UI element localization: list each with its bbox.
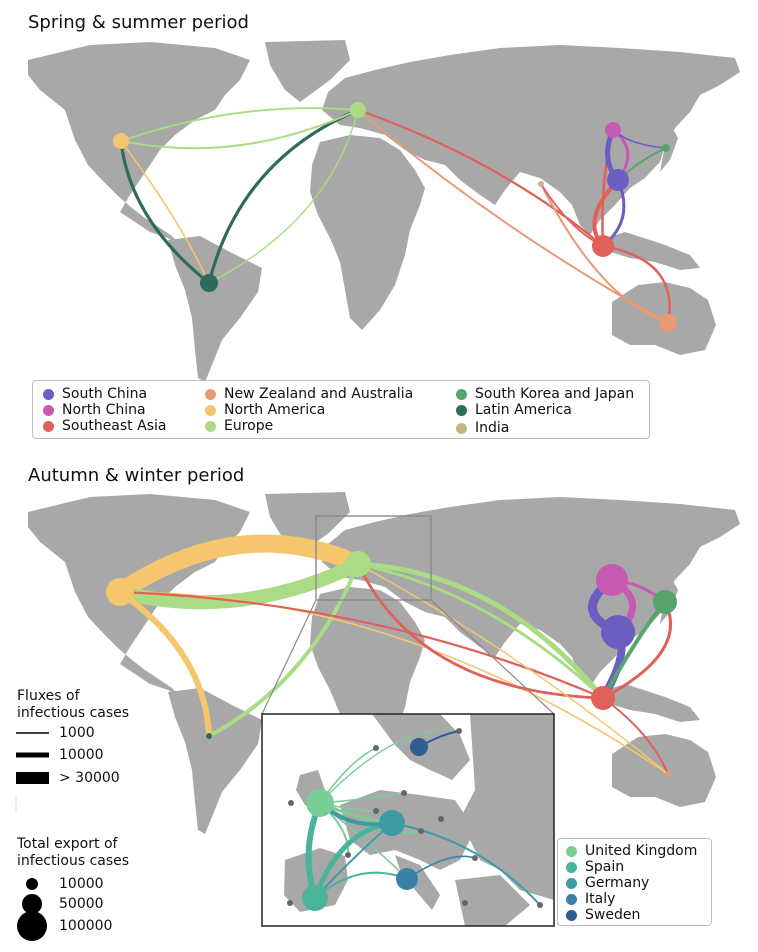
europe-dot	[205, 420, 216, 432]
flux-europe-seasia	[357, 561, 605, 700]
region-legend-item: North America	[205, 402, 325, 418]
node-north-america	[113, 133, 129, 149]
flux-northamerica-latin	[120, 140, 210, 284]
flux-latin-northamerica	[119, 140, 210, 285]
region-legend-item: South China	[43, 386, 147, 402]
inset-node-germany	[379, 810, 405, 836]
inset-balkans	[455, 875, 530, 926]
flux-legend-1000: 1000	[59, 725, 95, 741]
region-legend-item: Southeast Asia	[43, 418, 166, 434]
korea-japan-dot	[456, 388, 467, 400]
node-korea-japan	[653, 590, 677, 614]
zoom-box	[315, 515, 432, 601]
country-legend-item: Sweden	[566, 907, 640, 923]
node-india	[538, 181, 544, 187]
spain-dot	[566, 861, 577, 873]
north-america-dot	[205, 404, 216, 416]
export-legend-circles	[17, 878, 47, 941]
flux-na-europe-thick	[115, 534, 362, 600]
node-australia	[665, 771, 671, 777]
region-legend-item: Latin America	[456, 402, 572, 418]
flux-europe-seasia-3	[356, 563, 604, 700]
node-europe	[350, 102, 366, 118]
inset-node-uk	[306, 789, 334, 817]
country-legend-item: United Kingdom	[566, 843, 697, 859]
region-legend-item: South Korea and Japan	[456, 386, 634, 402]
flux-legend-lines	[15, 732, 49, 812]
uk-dot	[566, 845, 577, 857]
node-latin-america	[200, 274, 218, 292]
node-southeast-asia	[592, 235, 614, 257]
inset-node-sweden	[410, 738, 428, 756]
export-legend-50000: 50000	[59, 896, 104, 912]
inset-east-europe	[462, 714, 554, 900]
spring-map	[28, 40, 740, 382]
inset-node-spain	[302, 885, 328, 911]
southeast-asia-dot	[43, 420, 54, 432]
node-australia	[659, 314, 677, 332]
flux-europe-northamerica	[120, 107, 359, 142]
spring-nodes	[113, 102, 677, 332]
flux-na-latin	[118, 589, 212, 737]
flux-europe-latin	[208, 563, 360, 738]
germany-dot	[566, 877, 577, 889]
region-legend-item: Europe	[205, 418, 273, 434]
node-north-china	[596, 564, 628, 596]
flux-legend-30000: > 30000	[59, 770, 120, 786]
zoom-connector-left	[261, 599, 317, 715]
south-china-dot	[43, 388, 54, 400]
flux-europe-seasia-2	[357, 562, 605, 700]
country-legend: United Kingdom Spain Germany Italy Swede…	[557, 838, 712, 926]
flux-seasia-australia	[602, 244, 671, 324]
region-legend-item: New Zealand and Australia	[205, 386, 413, 402]
italy-dot	[566, 893, 577, 905]
export-legend-10000: 10000	[59, 876, 104, 892]
autumn-map	[28, 492, 740, 834]
flux-latin-europe	[207, 108, 359, 284]
node-south-china	[601, 615, 635, 649]
zoom-connector-right	[430, 599, 555, 715]
autumn-title: Autumn & winter period	[28, 465, 245, 486]
inset-minor-nodes	[287, 728, 543, 908]
node-north-china	[605, 122, 621, 138]
inset-border	[261, 713, 555, 927]
autumn-nodes	[106, 551, 677, 777]
india-dot	[456, 422, 467, 434]
flux-seasia-australia	[602, 697, 669, 775]
flux-europe-seasia	[357, 108, 604, 247]
node-latin-america	[206, 733, 212, 739]
inset-node-italy	[396, 868, 418, 890]
flux-europe-latin	[208, 109, 359, 284]
export-legend-title: Total export of infectious cases	[17, 836, 130, 869]
node-southeast-asia	[591, 686, 615, 710]
country-legend-item: Italy	[566, 891, 615, 907]
flux-na-seasia	[119, 590, 604, 700]
flux-legend-10000: 10000	[59, 747, 104, 763]
europe-inset	[261, 713, 555, 927]
flux-india-australia	[540, 183, 669, 324]
flux-na-australia	[119, 591, 669, 775]
spring-title: Spring & summer period	[28, 12, 249, 33]
flux-northamerica-europe	[120, 109, 359, 150]
flux-legend-title: Fluxes of infectious cases	[17, 688, 130, 721]
sweden-dot	[566, 909, 577, 921]
country-legend-item: Spain	[566, 859, 624, 875]
north-china-dot	[43, 404, 54, 416]
node-europe	[345, 551, 371, 577]
nz-australia-dot	[205, 388, 216, 400]
region-legend-item: North China	[43, 402, 146, 418]
flux-europe-australia	[357, 563, 669, 775]
node-north-america	[106, 578, 134, 606]
export-legend-100000: 100000	[59, 918, 113, 934]
region-legend: South China North China Southeast Asia N…	[32, 380, 650, 439]
latin-america-dot	[456, 404, 467, 416]
node-korea-japan	[662, 144, 670, 152]
region-legend-item: India	[456, 420, 509, 436]
node-south-china	[607, 169, 629, 191]
country-legend-item: Germany	[566, 875, 649, 891]
spring-world-land	[28, 40, 740, 382]
